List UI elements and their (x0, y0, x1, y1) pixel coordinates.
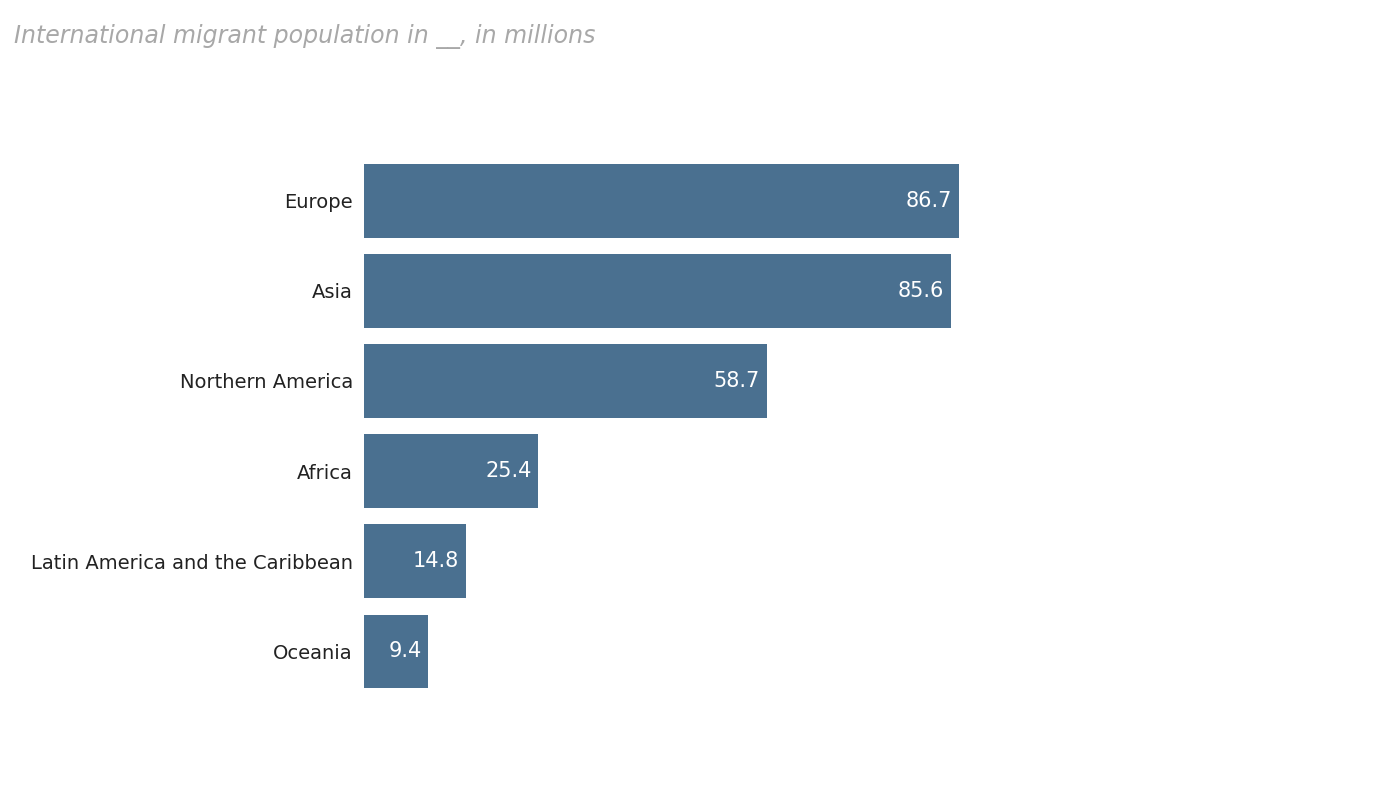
Bar (364, 525, 466, 598)
Text: 25.4: 25.4 (484, 461, 532, 481)
Bar (364, 434, 538, 508)
Text: 9.4: 9.4 (388, 641, 421, 661)
Bar (364, 344, 767, 418)
Bar (364, 163, 959, 237)
Bar (364, 615, 428, 689)
Text: 58.7: 58.7 (714, 371, 760, 391)
Bar (364, 254, 951, 327)
Text: 14.8: 14.8 (413, 552, 459, 571)
Text: International migrant population in __, in millions: International migrant population in __, … (14, 24, 595, 49)
Text: 85.6: 85.6 (897, 281, 945, 301)
Text: 86.7: 86.7 (906, 191, 952, 211)
